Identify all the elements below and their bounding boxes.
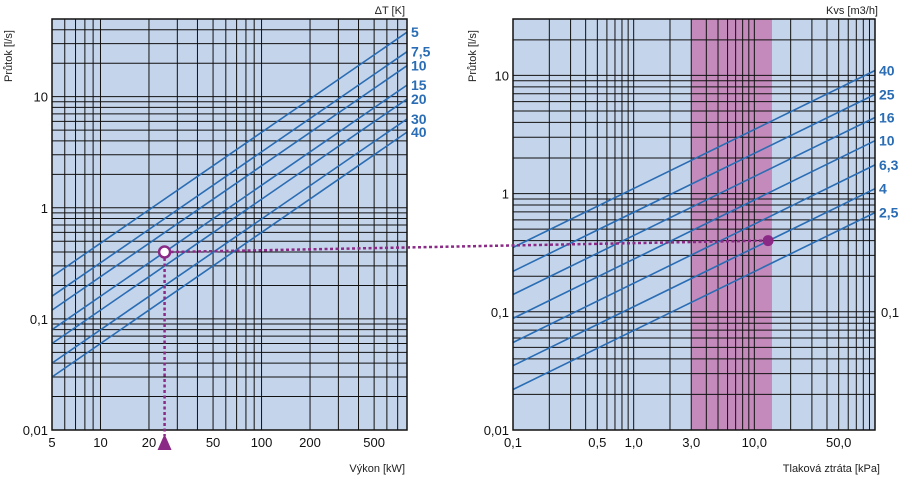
y-axis-label: Průtok [l/s] [467, 30, 479, 82]
x-tick-label: 200 [299, 435, 321, 450]
series-line-10 [51, 65, 408, 311]
series-line-30 [51, 118, 408, 364]
x-axis-label: Výkon [kW] [349, 463, 405, 475]
x-tick-label: 0,5 [588, 435, 606, 450]
x-tick-label: 0,1 [504, 435, 522, 450]
series-label: 5 [411, 24, 419, 40]
operating-point-circle [157, 245, 172, 259]
legend-title: ΔT [K] [375, 5, 405, 17]
x-tick-label: 50,0 [826, 435, 851, 450]
series-label: 4 [879, 181, 887, 197]
y-tick-label: 10 [495, 68, 509, 83]
x-tick-label: 500 [363, 435, 385, 450]
y-tick-label: 0,01 [23, 423, 48, 438]
operating-point-guides [157, 235, 774, 450]
x-tick-label: 50 [206, 435, 220, 450]
series-line-16 [512, 116, 876, 296]
y-tick-label: 1 [502, 187, 509, 202]
series-line-40 [512, 69, 876, 249]
series-label: 6,3 [879, 157, 899, 173]
plot-frame [51, 18, 408, 431]
plot-frame [512, 18, 876, 431]
x-axis-label: Tlaková ztráta [kPa] [783, 463, 880, 475]
series-line-7-5 [51, 51, 408, 297]
series-line-4 [512, 187, 876, 367]
x-tick-label: 3,0 [682, 435, 700, 450]
x-tick-label: 1,0 [625, 435, 643, 450]
series-line-6-3 [512, 164, 876, 344]
series-line-40 [51, 131, 408, 378]
y-tick-label: 0,01 [484, 423, 509, 438]
x-tick-label: 20 [142, 435, 156, 450]
x-tick-label: 10,0 [742, 435, 767, 450]
y-tick-label-right: 0,1 [881, 305, 899, 320]
series-label: 10 [879, 133, 895, 149]
series-line-20 [51, 98, 408, 345]
series-line-10 [512, 139, 876, 320]
y-tick-label: 10 [34, 90, 48, 105]
operating-point-dot [762, 235, 774, 247]
x-tick-label: 5 [48, 435, 55, 450]
legend-title: Kvs [m3/h] [826, 5, 878, 17]
x-tick-label: 100 [251, 435, 273, 450]
series-line-25 [512, 93, 876, 273]
series-label: 15 [411, 77, 427, 93]
series-label: 7,5 [411, 44, 431, 60]
series-line-2-5 [512, 211, 876, 391]
series-label: 2,5 [879, 205, 899, 221]
series-label: 25 [879, 86, 895, 102]
series-label: 40 [411, 124, 427, 140]
y-tick-label: 0,1 [491, 305, 509, 320]
series-label: 16 [879, 110, 895, 126]
input-marker-triangle [157, 434, 172, 450]
series-line-15 [51, 84, 408, 331]
x-tick-label: 10 [93, 435, 107, 450]
series-line-5 [51, 31, 408, 278]
y-tick-label: 0,1 [30, 312, 48, 327]
y-axis-label: Průtok [l/s] [3, 30, 15, 82]
series-label: 10 [411, 58, 427, 74]
series-label: 30 [411, 111, 427, 127]
series-label: 20 [411, 91, 427, 107]
y-tick-label: 1 [41, 201, 48, 216]
series-label: 40 [879, 63, 895, 79]
